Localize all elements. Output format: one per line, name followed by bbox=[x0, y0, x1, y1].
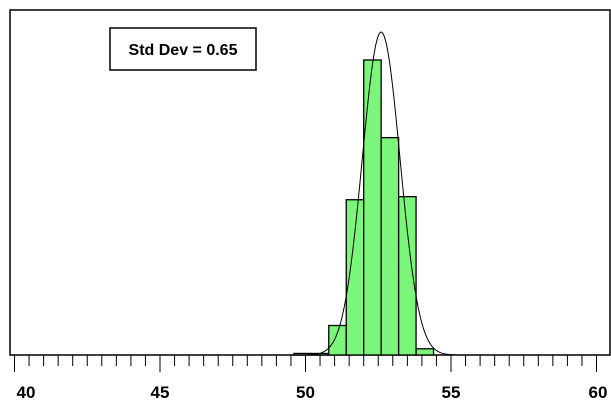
annotation-text: Std Dev = 0.65 bbox=[129, 42, 238, 59]
histogram-bar bbox=[363, 59, 382, 356]
bar-group bbox=[293, 59, 435, 356]
histogram-bar bbox=[397, 195, 417, 356]
x-tick-label: 45 bbox=[151, 383, 170, 402]
normal-curve bbox=[305, 31, 457, 356]
histogram-bar bbox=[328, 324, 347, 356]
x-axis-tick-labels: 40 45 50 55 60 bbox=[17, 383, 608, 402]
std-dev-annotation: Std Dev = 0.65 bbox=[109, 27, 257, 71]
histogram-bar bbox=[415, 348, 435, 356]
x-tick-label: 50 bbox=[296, 383, 315, 402]
annotation-box bbox=[109, 27, 257, 71]
plot-frame bbox=[9, 9, 611, 356]
histogram-bar bbox=[380, 136, 400, 356]
x-tick-label: 55 bbox=[442, 383, 461, 402]
x-tick-label: 40 bbox=[17, 383, 36, 402]
x-axis-ticks bbox=[14, 355, 597, 372]
x-tick-label: 60 bbox=[589, 383, 608, 402]
